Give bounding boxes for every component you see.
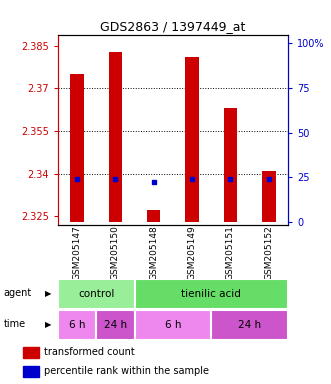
Text: GSM205150: GSM205150	[111, 225, 120, 280]
Text: tienilic acid: tienilic acid	[181, 289, 241, 299]
Bar	[71, 74, 84, 222]
Title: GDS2863 / 1397449_at: GDS2863 / 1397449_at	[100, 20, 246, 33]
Bar	[23, 347, 39, 358]
Bar	[58, 279, 135, 309]
Text: GSM205148: GSM205148	[149, 225, 158, 280]
Bar	[135, 279, 288, 309]
Text: GSM205147: GSM205147	[72, 225, 82, 280]
Text: transformed count: transformed count	[44, 348, 135, 358]
Bar	[211, 310, 288, 340]
Text: 24 h: 24 h	[104, 320, 127, 330]
Bar	[185, 57, 199, 222]
Bar	[109, 51, 122, 222]
Bar	[23, 366, 39, 376]
Text: 24 h: 24 h	[238, 320, 261, 330]
Bar	[135, 310, 211, 340]
Text: control: control	[78, 289, 115, 299]
Text: ▶: ▶	[45, 319, 51, 329]
Text: percentile rank within the sample: percentile rank within the sample	[44, 366, 209, 376]
Bar	[224, 108, 237, 222]
Text: GSM205149: GSM205149	[188, 225, 197, 280]
Text: agent: agent	[3, 288, 31, 298]
Text: time: time	[3, 319, 25, 329]
Text: ▶: ▶	[45, 289, 51, 298]
Text: 6 h: 6 h	[69, 320, 85, 330]
Text: 6 h: 6 h	[165, 320, 181, 330]
Text: GSM205152: GSM205152	[264, 225, 273, 280]
Bar	[96, 310, 135, 340]
Bar	[58, 310, 96, 340]
Bar	[262, 171, 275, 222]
Bar	[147, 210, 161, 222]
Text: GSM205151: GSM205151	[226, 225, 235, 280]
